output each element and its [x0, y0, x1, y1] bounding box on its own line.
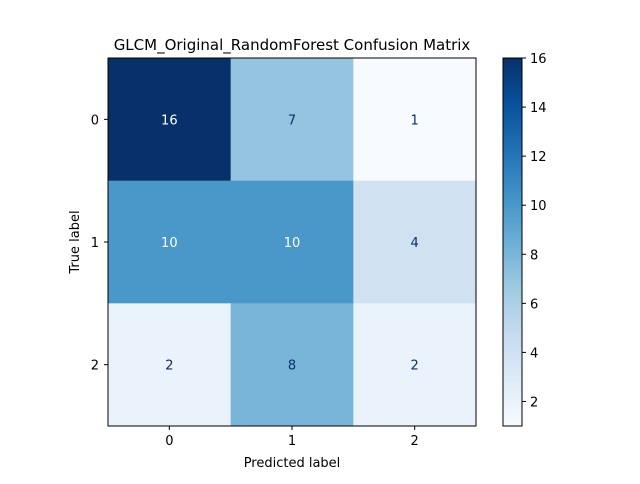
heatmap-cells: [108, 58, 477, 427]
heatmap-cell-r1-c1: [230, 180, 354, 304]
heatmap-cell-r2-c2: [353, 303, 477, 427]
heatmap-cell-r1-c0: [108, 180, 232, 304]
x-axis-label: Predicted label: [244, 456, 341, 471]
cell-value-label: 2: [165, 359, 173, 374]
colorbar-tick-label: 6: [530, 297, 538, 312]
cell-value-label: 4: [411, 236, 419, 251]
heatmap-cell-r0-c2: [353, 58, 477, 182]
chart-title: GLCM_Original_RandomForest Confusion Mat…: [114, 36, 471, 55]
cell-value-label: 8: [288, 359, 296, 374]
colorbar-tick-label: 10: [530, 199, 547, 214]
y-axis-ticks: 0 1 2: [91, 113, 108, 374]
y-tick-label: 0: [91, 113, 99, 128]
cell-value-label: 16: [161, 113, 178, 128]
colorbar-tick-label: 4: [530, 346, 538, 361]
heatmap-cell-labels: 16 7 1 10 10 4 2 8 2: [161, 113, 419, 373]
x-tick-label: 1: [288, 434, 296, 449]
heatmap-cell-r2-c0: [108, 303, 232, 427]
y-axis-label: True label: [68, 210, 83, 274]
x-tick-label: 0: [165, 434, 173, 449]
colorbar-tick-label: 12: [530, 150, 547, 165]
heatmap-cell-r2-c1: [230, 303, 354, 427]
colorbar-ticks: 2 4 6 8 10 12 14 16: [522, 52, 547, 410]
colorbar-tick-label: 2: [530, 395, 538, 410]
colorbar-tick-label: 8: [530, 248, 538, 263]
x-axis-ticks: 0 1 2: [165, 426, 419, 449]
cell-value-label: 7: [288, 113, 296, 128]
heatmap-cell-r0-c0: [108, 58, 232, 182]
colorbar-tick-label: 16: [530, 52, 547, 67]
y-tick-label: 1: [91, 236, 99, 251]
cell-value-label: 10: [284, 236, 301, 251]
heatmap-cell-r1-c2: [353, 180, 477, 304]
colorbar-tick-label: 14: [530, 101, 547, 116]
x-tick-label: 2: [411, 434, 419, 449]
colorbar: [502, 57, 523, 427]
heatmap-cell-r0-c1: [230, 58, 354, 182]
y-tick-label: 2: [91, 359, 99, 374]
cell-value-label: 2: [411, 359, 419, 374]
cell-value-label: 10: [161, 236, 178, 251]
cell-value-label: 1: [411, 113, 419, 128]
